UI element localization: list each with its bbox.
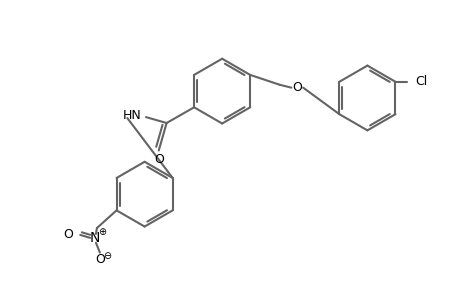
Text: N: N bbox=[90, 231, 100, 245]
Text: O: O bbox=[95, 253, 105, 266]
Text: O: O bbox=[63, 228, 73, 242]
Text: HN: HN bbox=[123, 109, 141, 122]
Text: O: O bbox=[153, 153, 163, 166]
Text: Cl: Cl bbox=[414, 75, 426, 88]
Text: ⊖: ⊖ bbox=[102, 251, 111, 262]
Text: ⊕: ⊕ bbox=[98, 227, 106, 237]
Text: O: O bbox=[292, 81, 302, 94]
